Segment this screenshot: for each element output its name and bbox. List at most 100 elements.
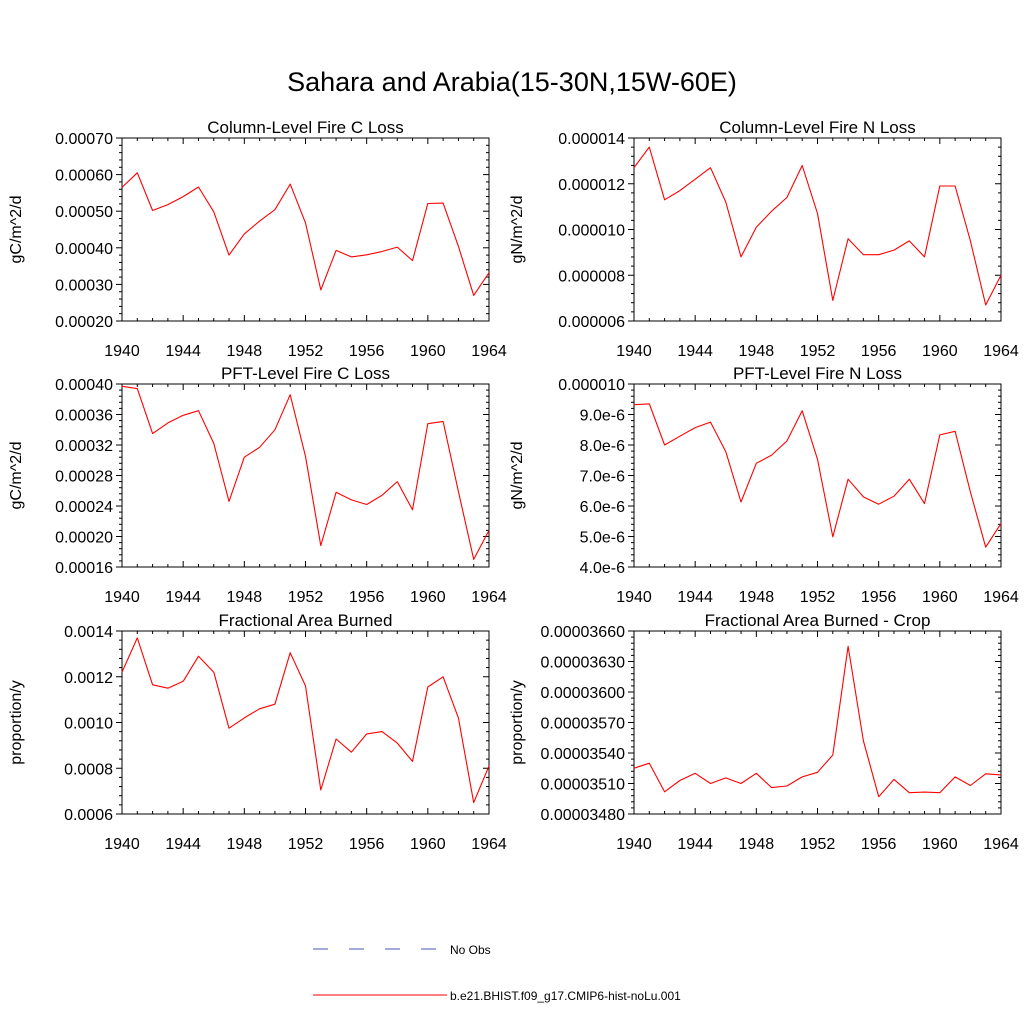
chart-panel: Fractional Area Burned - Crop 1940 1944 194… <box>509 611 1019 853</box>
x-tick-label: 1940 <box>616 836 652 853</box>
x-tick-label: 1956 <box>349 836 385 853</box>
y-tick-label: 0.00003600 <box>540 685 625 702</box>
x-tick-label: 1948 <box>739 343 775 360</box>
panel-title: PFT-Level Fire C Loss <box>221 364 390 383</box>
plot-frame <box>121 137 490 322</box>
panel-title: Column-Level Fire C Loss <box>207 118 404 137</box>
y-tick-label: 6.0e-6 <box>580 499 625 516</box>
x-tick-label: 1964 <box>471 343 507 360</box>
y-axis-label: gC/m^2/d <box>8 442 25 510</box>
x-tick-label: 1960 <box>410 589 446 606</box>
figure-title: Sahara and Arabia(15-30N,15W-60E) <box>287 67 737 97</box>
x-tick-label: 1944 <box>165 589 201 606</box>
x-tick-label: 1944 <box>677 343 713 360</box>
series-line <box>633 146 1002 306</box>
x-tick-label: 1952 <box>288 836 324 853</box>
y-tick-label: 0.00036 <box>55 408 113 425</box>
panel-title: PFT-Level Fire N Loss <box>733 364 902 383</box>
x-tick-label: 1960 <box>410 836 446 853</box>
chart-panel: Column-Level Fire N Loss 1940 1944 1948 1952… <box>509 118 1019 360</box>
y-tick-label: 0.000012 <box>558 177 625 194</box>
y-tick-label: 0.0010 <box>64 716 113 733</box>
y-tick-label: 0.00020 <box>55 530 113 547</box>
plot-frame <box>633 137 1002 322</box>
y-tick-label: 0.000014 <box>558 131 625 148</box>
plot-frame <box>633 383 1002 568</box>
y-tick-label: 0.00003480 <box>540 807 625 824</box>
x-tick-label: 1940 <box>104 343 140 360</box>
y-tick-label: 0.0006 <box>64 807 113 824</box>
x-tick-label: 1952 <box>800 836 836 853</box>
x-tick-label: 1964 <box>471 589 507 606</box>
x-tick-label: 1960 <box>922 836 958 853</box>
x-tick-label: 1952 <box>800 589 836 606</box>
y-tick-label: 0.000010 <box>558 377 625 394</box>
y-axis-label: proportion/y <box>8 680 25 765</box>
y-tick-label: 0.00050 <box>55 204 113 221</box>
x-tick-label: 1948 <box>739 836 775 853</box>
x-tick-label: 1944 <box>165 836 201 853</box>
series-line <box>633 645 1002 798</box>
y-axis-label: gN/m^2/d <box>509 442 526 510</box>
chart-panel: Column-Level Fire C Loss 1940 1944 1948 1952… <box>8 118 507 360</box>
y-tick-label: 0.0014 <box>64 624 113 641</box>
y-tick-label: 0.00030 <box>55 277 113 294</box>
x-tick-label: 1944 <box>677 836 713 853</box>
plot-frame <box>121 630 490 815</box>
x-tick-label: 1940 <box>616 589 652 606</box>
series-line <box>121 385 490 560</box>
y-tick-label: 0.00032 <box>55 438 113 455</box>
y-tick-label: 0.00016 <box>55 560 113 577</box>
series-line <box>121 172 490 296</box>
x-tick-label: 1960 <box>922 589 958 606</box>
x-tick-label: 1956 <box>349 589 385 606</box>
series-line <box>633 403 1002 548</box>
chart-panel: PFT-Level Fire C Loss 1940 1944 1948 1952 195… <box>8 364 507 606</box>
y-tick-label: 0.00024 <box>55 499 113 516</box>
chart-panel: Fractional Area Burned 1940 1944 1948 1952 19… <box>8 611 507 853</box>
x-tick-label: 1940 <box>104 836 140 853</box>
y-tick-label: 0.00003660 <box>540 624 625 641</box>
x-tick-label: 1952 <box>288 589 324 606</box>
legend-no-obs-label: No Obs <box>450 943 491 957</box>
x-tick-label: 1948 <box>739 589 775 606</box>
chart-panel: PFT-Level Fire N Loss 1940 1944 1948 1952 195… <box>509 364 1019 606</box>
y-tick-label: 0.0008 <box>64 761 113 778</box>
y-tick-label: 0.00070 <box>55 131 113 148</box>
plot-frame <box>121 383 490 568</box>
x-tick-label: 1952 <box>800 343 836 360</box>
y-axis-label: gN/m^2/d <box>509 196 526 264</box>
x-tick-label: 1960 <box>922 343 958 360</box>
x-tick-label: 1964 <box>471 836 507 853</box>
y-tick-label: 0.00003570 <box>540 716 625 733</box>
y-tick-label: 0.000006 <box>558 314 625 331</box>
y-tick-label: 0.00003540 <box>540 746 625 763</box>
x-tick-label: 1956 <box>349 343 385 360</box>
panel-title: Fractional Area Burned - Crop <box>705 611 931 630</box>
y-tick-label: 0.00040 <box>55 241 113 258</box>
y-axis-label: proportion/y <box>509 680 526 765</box>
y-axis-label: gC/m^2/d <box>8 196 25 264</box>
x-tick-label: 1956 <box>861 836 897 853</box>
y-tick-label: 4.0e-6 <box>580 560 625 577</box>
x-tick-label: 1952 <box>288 343 324 360</box>
y-tick-label: 0.000008 <box>558 268 625 285</box>
legend: No Obs b.e21.BHIST.f09_g17.CMIP6-hist-no… <box>313 943 681 1003</box>
y-tick-label: 0.00028 <box>55 469 113 486</box>
x-tick-label: 1944 <box>677 589 713 606</box>
y-tick-label: 0.00003510 <box>540 777 625 794</box>
x-tick-label: 1948 <box>227 343 263 360</box>
y-tick-label: 0.0012 <box>64 670 113 687</box>
y-tick-label: 0.000010 <box>558 223 625 240</box>
x-tick-label: 1956 <box>861 343 897 360</box>
panel-title: Column-Level Fire N Loss <box>719 118 916 137</box>
y-tick-label: 7.0e-6 <box>580 469 625 486</box>
x-tick-label: 1948 <box>227 836 263 853</box>
y-tick-label: 0.00040 <box>55 377 113 394</box>
y-tick-label: 8.0e-6 <box>580 438 625 455</box>
y-tick-label: 0.00020 <box>55 314 113 331</box>
x-tick-label: 1944 <box>165 343 201 360</box>
x-tick-label: 1964 <box>983 836 1019 853</box>
x-tick-label: 1956 <box>861 589 897 606</box>
